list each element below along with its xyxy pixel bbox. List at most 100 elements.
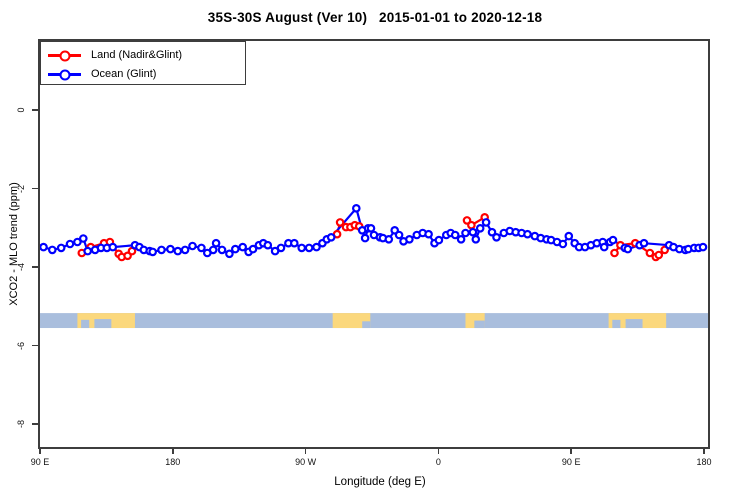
x-tick-label: 180 (165, 457, 181, 467)
data-point (231, 244, 240, 254)
x-tick-label: 90 E (561, 457, 581, 467)
data-point (157, 245, 166, 255)
data-point (394, 230, 404, 240)
plot-area: Land (Nadir&Glint) Ocean (Glint) (38, 39, 710, 449)
data-point (73, 237, 82, 247)
legend: Land (Nadir&Glint) Ocean (Glint) (40, 41, 246, 85)
data-point (248, 244, 258, 254)
data-point (405, 235, 414, 244)
y-tick-mark (32, 109, 38, 111)
x-tick-label: 90 W (295, 457, 317, 467)
data-point (456, 235, 466, 244)
data-point (312, 242, 321, 252)
y-axis-title: XCO2 - MLO trend (ppm) (8, 182, 20, 306)
x-tick-mark (570, 449, 572, 454)
data-point (188, 241, 197, 251)
chart-title: 35S-30S August (Ver 10) 2015-01-01 to 20… (207, 10, 543, 25)
data-point (424, 229, 433, 239)
data-point (610, 248, 619, 258)
data-point (65, 239, 75, 249)
legend-label-land: Land (Nadir&Glint) (91, 49, 183, 61)
data-point (217, 245, 227, 255)
data-point (297, 243, 307, 253)
legend-item-land: Land (Nadir&Glint) (48, 46, 245, 65)
data-point (290, 238, 299, 248)
map-band-notch (474, 320, 485, 329)
data-point (492, 233, 501, 242)
legend-item-ocean: Ocean (Glint) (48, 65, 245, 84)
data-point (599, 242, 609, 252)
data-point (468, 227, 478, 237)
y-tick-label: -6 (16, 341, 26, 350)
data-point (238, 242, 248, 252)
data-point (450, 230, 460, 240)
data-point (698, 242, 708, 252)
data-point (434, 235, 444, 245)
data-point (335, 218, 345, 227)
data-point (558, 239, 568, 249)
data-point (608, 235, 618, 245)
x-tick-label: 0 (435, 457, 441, 467)
data-point (475, 224, 485, 233)
data-point (384, 235, 394, 244)
map-band-land (332, 313, 371, 329)
x-tick-mark (172, 449, 174, 454)
legend-marker-land-icon (48, 50, 81, 61)
data-point (623, 244, 633, 254)
data-point (360, 233, 370, 243)
legend-label-ocean: Ocean (Glint) (91, 68, 157, 80)
data-point (173, 246, 183, 256)
data-point (225, 249, 234, 259)
data-point (366, 224, 376, 233)
data-point (56, 243, 66, 253)
y-tick-mark (32, 266, 38, 268)
data-point (208, 245, 218, 255)
data-point (148, 247, 158, 257)
y-tick-label: 0 (16, 107, 26, 113)
data-point (471, 235, 481, 244)
data-point (197, 243, 206, 253)
map-band-notch (625, 319, 643, 329)
y-tick-label: -2 (16, 184, 26, 193)
data-point (108, 242, 118, 252)
data-point (487, 227, 497, 237)
y-tick-mark (32, 423, 38, 425)
y-tick-mark (32, 344, 38, 347)
map-band-ocean (40, 313, 708, 329)
data-point (78, 234, 88, 243)
map-band-notch (612, 319, 621, 329)
data-point (166, 244, 175, 254)
x-tick-label: 90 E (30, 457, 50, 467)
data-point (40, 242, 48, 252)
data-point (639, 238, 649, 248)
map-band-notch (94, 319, 112, 329)
x-tick-mark (437, 449, 440, 454)
legend-marker-ocean-icon (48, 69, 81, 80)
x-tick-mark (39, 449, 41, 454)
y-tick-mark (32, 187, 38, 190)
y-tick-label: -8 (16, 420, 26, 429)
data-point (481, 218, 491, 227)
data-point (326, 233, 336, 242)
x-tick-label: 180 (696, 457, 712, 467)
x-tick-mark (304, 449, 307, 454)
map-band-notch (362, 321, 371, 329)
data-point (645, 248, 655, 258)
data-point (564, 231, 574, 241)
data-point (180, 245, 190, 255)
y-tick-label: -4 (16, 263, 26, 272)
map-band-notch (81, 319, 90, 329)
data-point (654, 250, 664, 260)
data-point (523, 229, 532, 239)
x-axis-title: Longitude (deg E) (334, 476, 426, 488)
data-point (211, 238, 221, 248)
plot-canvas (40, 204, 708, 329)
data-point (351, 204, 361, 213)
data-point (304, 243, 314, 253)
data-point (48, 245, 57, 255)
data-point (263, 240, 273, 250)
data-point (467, 220, 476, 230)
data-point (276, 243, 286, 253)
data-point (461, 228, 470, 238)
